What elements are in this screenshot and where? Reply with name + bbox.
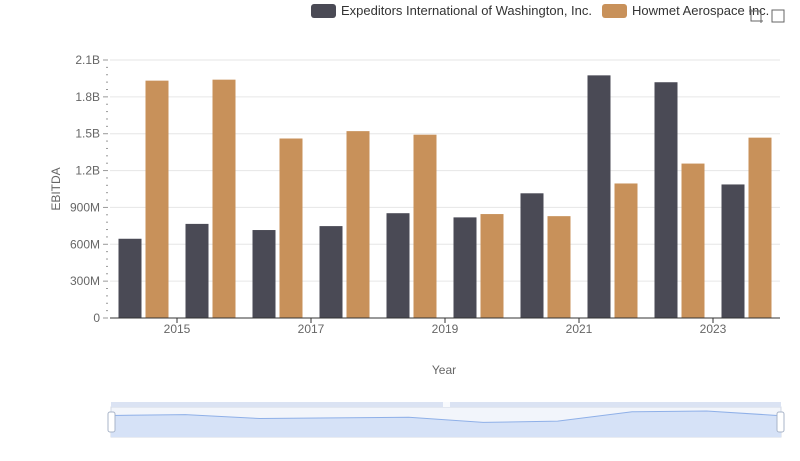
bar-howmet[interactable] [413, 134, 437, 318]
slider-preview-area [111, 411, 781, 437]
legend-label-expeditors: Expeditors International of Washington, … [341, 3, 592, 18]
bar-expeditors[interactable] [453, 217, 477, 318]
data-zoom-slider[interactable] [107, 402, 785, 438]
bar-howmet[interactable] [547, 216, 571, 318]
zoom-reset-icon[interactable] [769, 7, 787, 25]
zoom-crosshair-icon[interactable] [747, 7, 765, 25]
bar-expeditors[interactable] [118, 238, 142, 318]
bar-howmet[interactable] [346, 131, 370, 318]
bar-expeditors[interactable] [721, 184, 745, 318]
bar-expeditors[interactable] [185, 223, 209, 318]
grid-lines [110, 59, 780, 282]
bar-howmet[interactable] [681, 163, 705, 318]
y-tick-label: 1.5B [75, 127, 100, 141]
slider-left-handle[interactable] [107, 411, 116, 433]
x-tick-label: 2023 [700, 322, 727, 336]
toolbox [747, 7, 791, 25]
y-tick-label: 0 [93, 311, 100, 325]
slider-right-handle[interactable] [776, 411, 785, 433]
bar-howmet[interactable] [480, 214, 504, 318]
y-axis-title: EBITDA [49, 167, 63, 210]
slider-grip[interactable] [443, 402, 450, 407]
legend-swatch-expeditors [311, 3, 336, 18]
x-tick-label: 2021 [566, 322, 593, 336]
y-tick-label: 300M [70, 274, 100, 288]
bar-howmet[interactable] [614, 183, 638, 318]
bar-expeditors[interactable] [386, 213, 410, 318]
legend-swatch-howmet [602, 3, 627, 18]
bar-howmet[interactable] [748, 137, 772, 318]
y-tick-label: 1.8B [75, 90, 100, 104]
y-minor-ticks [103, 59, 108, 319]
bar-howmet[interactable] [279, 138, 303, 318]
legend-item-expeditors[interactable]: Expeditors International of Washington, … [311, 3, 592, 18]
x-axis-title: Year [432, 363, 456, 377]
bar-expeditors[interactable] [319, 226, 343, 318]
legend-label-howmet: Howmet Aerospace Inc. [632, 3, 770, 18]
bar-expeditors[interactable] [587, 75, 611, 318]
x-tick-label: 2017 [298, 322, 325, 336]
bar-howmet[interactable] [145, 80, 169, 318]
y-tick-label: 1.2B [75, 164, 100, 178]
x-tick-label: 2019 [432, 322, 459, 336]
y-tick-label: 2.1B [75, 53, 100, 67]
legend: Expeditors International of Washington, … [311, 3, 779, 18]
y-tick-label: 900M [70, 200, 100, 214]
legend-item-howmet[interactable]: Howmet Aerospace Inc. [602, 3, 769, 18]
y-tick-labels: 0 300M 600M 900M 1.2B 1.5B 1.8B 2.1B [70, 53, 100, 325]
bar-expeditors[interactable] [252, 230, 276, 318]
x-tick-labels: 2015 2017 2019 2021 2023 [164, 318, 727, 336]
bars [118, 75, 772, 319]
bar-expeditors[interactable] [654, 82, 678, 318]
slider-preview-line [110, 410, 782, 423]
x-tick-label: 2015 [164, 322, 191, 336]
y-tick-label: 600M [70, 237, 100, 251]
bar-expeditors[interactable] [520, 193, 544, 318]
bar-howmet[interactable] [212, 79, 236, 319]
